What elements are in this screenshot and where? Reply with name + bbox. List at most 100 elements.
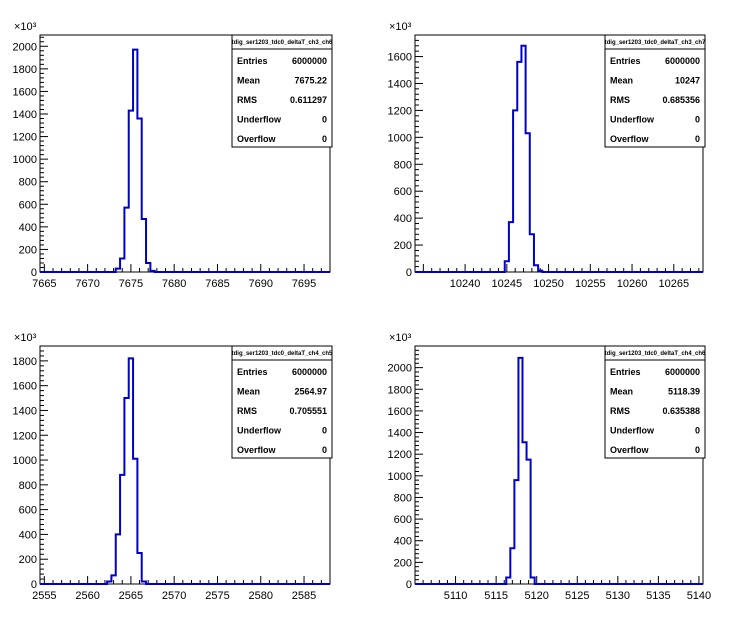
histogram-outline xyxy=(415,44,703,273)
stat-value-entries: 6000000 xyxy=(292,367,327,377)
x-tick-label: 2580 xyxy=(249,590,273,602)
stat-label-mean: Mean xyxy=(610,76,633,86)
y-tick-label: 1000 xyxy=(13,154,37,166)
y-tick-label: 800 xyxy=(19,480,37,492)
stats-box xyxy=(604,345,706,459)
y-exponent-label: ×10³ xyxy=(14,21,37,33)
y-tick-label: 1400 xyxy=(388,428,412,440)
stat-label-underflow: Underflow xyxy=(237,115,282,125)
y-tick-label: 1600 xyxy=(388,52,412,64)
x-tick-label: 7665 xyxy=(32,278,56,290)
stat-value-overflow: 0 xyxy=(322,445,327,455)
y-tick-label: 600 xyxy=(19,505,37,517)
histogram-bin xyxy=(510,548,514,584)
stat-value-entries: 6000000 xyxy=(292,56,327,66)
x-tick-label: 5115 xyxy=(484,590,508,602)
y-tick-label: 600 xyxy=(394,514,412,526)
histogram-bin xyxy=(120,258,124,272)
histogram-bin xyxy=(124,208,128,272)
y-tick-label: 1800 xyxy=(388,384,412,396)
histogram-bin xyxy=(124,398,128,584)
histogram-panel-3: 0 200 400 600 800 1000 1200 1400 1600 1800 2555 256… xyxy=(13,332,334,602)
histogram-bin xyxy=(137,553,141,584)
x-tick-label: 5125 xyxy=(565,590,589,602)
x-tick-label: 7690 xyxy=(249,278,273,290)
stat-label-overflow: Overflow xyxy=(610,134,650,144)
histogram-outline xyxy=(40,357,330,585)
y-tick-label: 1200 xyxy=(388,449,412,461)
histogram-bin xyxy=(111,575,115,584)
stat-label-rms: RMS xyxy=(237,95,257,105)
x-tick-label: 5135 xyxy=(646,590,670,602)
y-tick-label: 200 xyxy=(394,240,412,252)
x-tick-label: 5110 xyxy=(444,590,468,602)
histogram-bin xyxy=(534,265,538,272)
histogram-panel-4: 0 200 400 600 800 1000 1200 1400 1600 1800 2000 511… xyxy=(388,332,712,602)
histogram-title: tdig_ser1203_tdc0_deltaT_ch3_ch6 xyxy=(232,40,333,46)
y-tick-label: 800 xyxy=(394,492,412,504)
histogram-bin xyxy=(146,263,150,272)
histogram-panel-1: 0 200 400 600 800 1000 1200 1400 1600 1800 2000 766… xyxy=(13,21,334,290)
y-tick-label: 200 xyxy=(19,554,37,566)
histogram-bin xyxy=(526,133,530,272)
stat-value-overflow: 0 xyxy=(322,134,327,144)
stat-label-overflow: Overflow xyxy=(610,445,650,455)
y-tick-label: 400 xyxy=(394,536,412,548)
y-tick-label: 1400 xyxy=(388,78,412,90)
y-tick-label: 600 xyxy=(19,199,37,211)
stat-value-rms: 0.635388 xyxy=(662,406,700,416)
y-exponent-label: ×10³ xyxy=(14,332,37,344)
histogram-bin xyxy=(514,480,518,584)
y-tick-label: 1200 xyxy=(388,105,412,117)
histogram-bin xyxy=(518,358,522,584)
histogram-bin xyxy=(142,219,146,272)
x-tick-label: 7695 xyxy=(292,278,316,290)
histogram-bin xyxy=(527,460,531,584)
y-tick-label: 1000 xyxy=(388,471,412,483)
x-tick-label: 10245 xyxy=(492,278,523,290)
y-tick-label: 0 xyxy=(406,579,412,591)
x-tick-label: 2575 xyxy=(205,590,229,602)
stat-value-underflow: 0 xyxy=(695,115,700,125)
y-tick-label: 600 xyxy=(394,186,412,198)
histogram-bin xyxy=(116,269,120,272)
histogram-bin xyxy=(150,271,154,272)
stat-label-rms: RMS xyxy=(610,406,630,416)
stat-label-overflow: Overflow xyxy=(237,134,277,144)
histogram-bin xyxy=(538,271,542,272)
stat-value-underflow: 0 xyxy=(322,115,327,125)
y-tick-label: 400 xyxy=(19,529,37,541)
x-tick-label: 10240 xyxy=(450,278,481,290)
x-tick-label: 7670 xyxy=(75,278,99,290)
histogram-outline xyxy=(415,356,703,585)
histogram-title: tdig_ser1203_tdc0_deltaT_ch4_ch6 xyxy=(605,351,706,357)
stat-label-entries: Entries xyxy=(610,367,641,377)
histogram-bin xyxy=(129,111,133,272)
histogram-bin xyxy=(137,119,141,272)
y-tick-label: 1200 xyxy=(13,430,37,442)
x-tick-label: 5140 xyxy=(687,590,711,602)
y-tick-label: 400 xyxy=(19,222,37,234)
y-tick-label: 1800 xyxy=(13,356,37,368)
stat-label-mean: Mean xyxy=(237,387,260,397)
stats-box xyxy=(231,34,333,148)
x-tick-label: 10260 xyxy=(617,278,648,290)
y-tick-label: 1600 xyxy=(13,381,37,393)
histogram-bin xyxy=(120,475,124,584)
y-tick-label: 1000 xyxy=(13,455,37,467)
stat-value-rms: 0.705551 xyxy=(289,406,327,416)
stat-label-mean: Mean xyxy=(610,387,633,397)
y-tick-label: 800 xyxy=(19,177,37,189)
stats-box xyxy=(231,345,333,459)
stat-label-entries: Entries xyxy=(237,367,268,377)
stat-label-entries: Entries xyxy=(610,56,641,66)
y-tick-label: 1600 xyxy=(388,406,412,418)
y-exponent-label: ×10³ xyxy=(389,332,412,344)
y-tick-label: 2000 xyxy=(13,41,37,53)
stat-value-mean: 10247 xyxy=(675,76,700,86)
histogram-panel-2: 0 200 400 600 800 1000 1200 1400 1600 10240 10245 1… xyxy=(388,21,707,290)
histogram-bin xyxy=(142,582,146,584)
x-tick-label: 7680 xyxy=(162,278,186,290)
y-tick-label: 1800 xyxy=(13,64,37,76)
